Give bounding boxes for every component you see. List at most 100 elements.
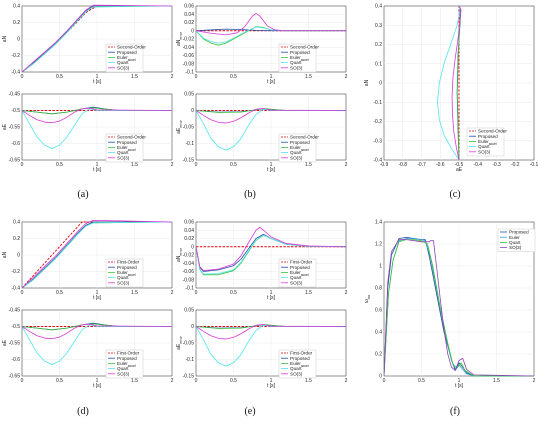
x-tick-label: -0.9 [380, 162, 389, 168]
y-tick-label: -0.4 [11, 286, 20, 292]
x-tick-label: -0.2 [511, 162, 520, 168]
x-axis-label: t [s] [267, 167, 276, 173]
series-line-quart [196, 26, 346, 44]
y-tick-label: 0.02 [184, 20, 194, 26]
x-tick-label: 1 [270, 162, 273, 168]
y-tick-label: 0 [191, 324, 194, 330]
y-tick-label: 0.06 [184, 220, 194, 226]
legend-label-second-order: Second-Order [117, 45, 146, 50]
legend-label-proposed: Proposed [290, 50, 310, 55]
y-tick-label: -0.06 [183, 53, 195, 59]
panel-label-f: (f) [450, 406, 460, 417]
series-group [22, 322, 172, 365]
legend-label-first-order: First-Order [290, 351, 313, 356]
x-tick-label: 0.5 [56, 162, 63, 168]
x-tick-label: 2 [345, 162, 348, 168]
x-tick-label: -0.8 [398, 162, 407, 168]
x-tick-label: 0.5 [230, 378, 237, 384]
chart-e-top: 0 0.5 1 1.5 2 -0.1 -0.08 -0.06 -0.04 -0.02 0 0.02 0.… [176, 220, 348, 301]
series-group [22, 4, 172, 73]
chart-d-bottom: 0 0.5 1 1.5 2 -0.65 -0.6 -0.55 -0.5 -0.45 t [s] aE F… [2, 308, 174, 389]
x-axis-label: t [s] [93, 167, 102, 173]
legend-label-proposed: Proposed [509, 230, 529, 235]
y-tick-label: 0.04 [184, 12, 194, 18]
legend-box [466, 127, 505, 157]
x-tick-label: 1 [458, 378, 461, 384]
y-tick-label: -0.2 [11, 269, 20, 275]
legend-box [105, 349, 144, 379]
x-tick-label: 0 [195, 162, 198, 168]
y-tick-label: -0.1 [373, 100, 382, 106]
series-line-so-3 [22, 323, 172, 340]
legend-label-quart: Quart [117, 150, 129, 155]
x-axis-label: t [s] [93, 79, 102, 85]
x-tick-label: 2 [345, 74, 348, 80]
legend-box [497, 228, 536, 252]
y-axis-label: aEerror [176, 335, 183, 350]
legend-label-so-3: SO(3) [290, 371, 303, 376]
x-axis-label: t [s] [455, 383, 464, 389]
x-tick-label: 1.5 [131, 74, 138, 80]
x-tick-label: 0 [21, 74, 24, 80]
legend-label-so-3: SO(3) [509, 245, 522, 250]
legend-label-euler-accel: Euleraccel [290, 145, 309, 152]
legend-label-so-3: SO(3) [290, 155, 303, 160]
series-line-quart [22, 5, 172, 73]
y-tick-label: -0.06 [183, 269, 195, 275]
x-tick-label: 1.5 [305, 162, 312, 168]
legend-label-quart: Quart [117, 366, 129, 371]
x-tick-label: 0.5 [230, 162, 237, 168]
x-tick-label: 0.5 [418, 378, 425, 384]
y-tick-label: 0.4 [375, 330, 382, 336]
chart-c: -0.9 -0.8 -0.7 -0.6 -0.5 -0.4 -0.3 -0.2 -0.1 -0.4… [364, 4, 539, 173]
legend-label-first-order: First-Order [117, 260, 140, 265]
x-tick-label: -0.5 [455, 162, 464, 168]
y-tick-label: 1 [379, 264, 382, 270]
y-tick-label: 0.02 [184, 236, 194, 242]
y-tick-label: -0.5 [11, 324, 20, 330]
x-tick-label: -0.3 [492, 162, 501, 168]
y-tick-label: -0.04 [183, 261, 195, 267]
legend-box [105, 133, 144, 163]
series-line-quart [22, 221, 172, 289]
legend-label-so-3: SO(3) [478, 149, 491, 154]
y-tick-label: -0.45 [9, 308, 21, 314]
series-line-quart [22, 324, 172, 365]
series-line-so-3 [451, 5, 461, 161]
y-tick-label: -0.6 [11, 141, 20, 147]
legend-label-so-3: SO(3) [117, 371, 130, 376]
legend-label-so-3: SO(3) [117, 155, 130, 160]
x-tick-label: 0 [195, 290, 198, 296]
x-tick-label: 2 [533, 378, 536, 384]
legend-label-proposed: Proposed [117, 265, 137, 270]
legend-label-so-3: SO(3) [290, 65, 303, 70]
series-line-so-3 [22, 107, 172, 124]
y-tick-label: -0.65 [9, 158, 21, 164]
series-line-quart [196, 108, 346, 151]
legend-box [278, 258, 317, 288]
y-tick-label: -0.1 [185, 286, 194, 292]
panel-label-c: (c) [449, 189, 461, 200]
legend-label-first-order: First-Order [290, 260, 313, 265]
y-tick-label: 0.2 [13, 20, 20, 26]
x-tick-label: 2 [345, 378, 348, 384]
legend-label-quart: Quart [290, 275, 302, 280]
legend-box [105, 258, 144, 288]
series-line-so-3 [384, 239, 534, 377]
chart-a-bottom: 0 0.5 1 1.5 2 -0.65 -0.6 -0.55 -0.5 -0.45 t [s] aE S… [2, 92, 174, 173]
y-tick-label: -0.15 [183, 374, 195, 380]
y-tick-label: -0.55 [9, 125, 21, 131]
series-line-proposed [22, 221, 172, 289]
legend-label-proposed: Proposed [117, 50, 137, 55]
legend-label-second-order: Second-Order [290, 135, 319, 140]
y-tick-label: -0.1 [185, 70, 194, 76]
x-tick-label: 2 [171, 74, 174, 80]
series-line-so-3 [22, 4, 172, 73]
y-axis-label: aNerror [176, 247, 183, 262]
x-tick-label: 0 [21, 290, 24, 296]
